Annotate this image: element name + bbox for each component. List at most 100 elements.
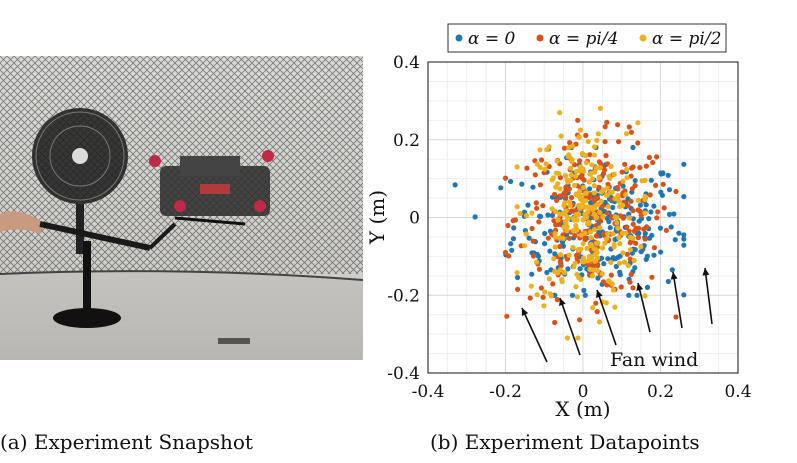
data-point-series-2 [572, 260, 578, 266]
data-point-series-2 [590, 305, 596, 311]
drone [149, 150, 274, 226]
data-point-series-2 [599, 245, 606, 251]
data-point-series-2 [551, 256, 557, 262]
legend-label-alpha-pi4: α = pi/4 [549, 29, 618, 49]
data-point-series-1 [655, 209, 661, 215]
data-point-series-2 [598, 198, 604, 204]
data-point-series-2 [608, 259, 614, 265]
data-point-series-0 [472, 214, 478, 220]
fan [32, 108, 128, 328]
data-point-series-0 [681, 242, 687, 248]
fan-wind-annotation: Fan wind [610, 349, 698, 371]
data-point-series-0 [634, 292, 640, 298]
data-point-series-1 [637, 208, 643, 214]
data-point-series-0 [530, 184, 536, 190]
data-point-series-2 [566, 252, 572, 258]
data-point-series-2 [579, 193, 585, 200]
data-point-series-2 [575, 335, 581, 341]
data-point-series-1 [555, 221, 561, 228]
data-point-series-2 [569, 143, 576, 149]
data-point-series-1 [629, 165, 635, 171]
data-point-series-1 [591, 197, 597, 203]
data-point-series-1 [596, 184, 602, 190]
data-point-series-2 [612, 214, 618, 220]
data-point-series-2 [610, 287, 616, 293]
y-tick-label: 0.4 [393, 53, 420, 73]
data-point-series-2 [584, 204, 590, 210]
data-point-series-2 [619, 230, 625, 236]
wind-arrow-head [670, 272, 678, 280]
wind-arrow-head [596, 290, 603, 298]
legend-label-alpha-pi2: α = pi/2 [652, 29, 721, 49]
axis-ticks: -0.4 -0.2 0 0.2 0.4 -0.4 -0.2 0 0.2 0.4 [387, 53, 751, 402]
data-point-series-1 [597, 218, 604, 224]
data-point-series-2 [564, 335, 570, 341]
chart-legend: α = 0 α = pi/4 α = pi/2 [447, 23, 727, 53]
data-point-series-1 [567, 140, 573, 146]
data-point-series-0 [666, 187, 673, 193]
data-point-series-1 [536, 266, 542, 272]
data-point-series-1 [538, 157, 545, 163]
data-point-series-1 [557, 243, 563, 250]
data-point-series-2 [616, 260, 623, 266]
data-point-series-2 [591, 190, 597, 196]
data-point-series-1 [557, 259, 563, 265]
data-point-series-0 [665, 278, 671, 285]
x-tick-label: 0.2 [647, 382, 674, 402]
data-point-series-2 [630, 235, 636, 241]
data-point-series-2 [514, 204, 520, 210]
data-point-series-1 [673, 314, 679, 320]
data-point-series-2 [611, 241, 617, 247]
data-point-series-2 [597, 225, 603, 231]
x-tick-label: -0.2 [489, 382, 522, 402]
data-point-series-1 [593, 300, 599, 306]
data-point-series-2 [564, 228, 570, 234]
data-point-series-0 [657, 225, 663, 231]
data-point-series-2 [602, 240, 608, 246]
data-point-series-2 [514, 164, 520, 170]
data-point-series-2 [594, 240, 600, 246]
data-point-series-2 [627, 247, 633, 253]
data-point-series-2 [573, 212, 579, 218]
data-point-series-2 [631, 257, 637, 264]
data-point-series-2 [625, 263, 631, 269]
data-point-series-2 [582, 230, 588, 236]
data-point-series-1 [602, 139, 608, 145]
data-point-series-0 [607, 225, 613, 231]
data-point-series-2 [561, 270, 567, 276]
data-point-series-2 [620, 178, 626, 184]
data-point-series-2 [615, 225, 621, 231]
data-point-series-1 [577, 158, 583, 164]
data-point-series-2 [597, 105, 603, 111]
y-tick-label: -0.2 [387, 286, 420, 306]
data-point-series-1 [602, 124, 608, 130]
data-point-series-1 [530, 238, 536, 244]
data-point-series-2 [552, 244, 558, 250]
data-point-series-1 [630, 221, 636, 227]
data-point-series-1 [627, 256, 633, 262]
data-point-series-1 [504, 313, 510, 319]
data-point-series-0 [547, 248, 553, 254]
data-point-series-1 [608, 272, 614, 278]
data-point-series-0 [665, 172, 671, 178]
data-point-series-2 [616, 235, 622, 241]
data-point-series-2 [605, 231, 611, 237]
data-point-series-1 [540, 294, 546, 300]
data-point-series-1 [599, 203, 605, 210]
data-point-series-1 [580, 175, 586, 182]
data-point-series-0 [613, 263, 619, 270]
wind-arrow-shaft [637, 282, 651, 333]
data-point-series-2 [593, 258, 599, 264]
data-point-series-0 [510, 236, 516, 242]
data-point-series-1 [642, 236, 648, 242]
data-point-series-2 [569, 159, 575, 165]
data-point-series-2 [600, 187, 606, 193]
data-point-series-1 [603, 153, 609, 159]
x-tick-label: 0.4 [724, 382, 751, 402]
data-point-series-2 [573, 173, 579, 179]
data-point-series-2 [555, 217, 561, 223]
data-point-series-0 [582, 292, 588, 298]
data-point-series-2 [624, 175, 630, 181]
data-point-series-1 [594, 309, 600, 315]
data-point-series-1 [590, 263, 596, 269]
